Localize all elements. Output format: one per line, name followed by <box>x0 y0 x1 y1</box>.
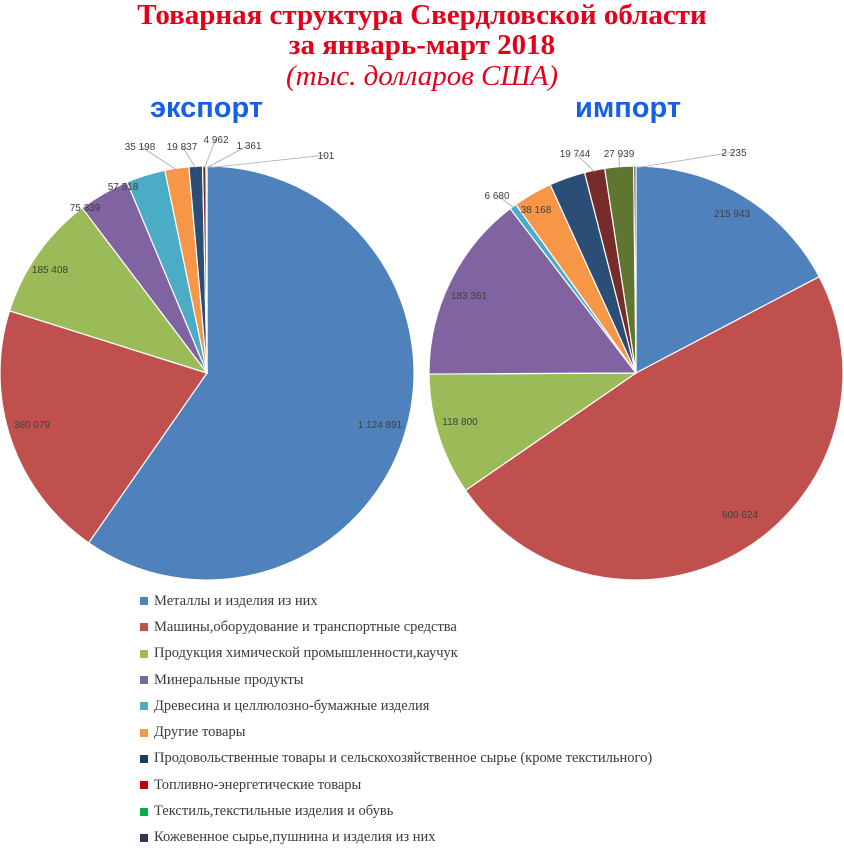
legend-swatch <box>140 755 148 763</box>
legend-item: Машины,оборудование и транспортные средс… <box>140 614 652 640</box>
legend-swatch <box>140 676 148 684</box>
legend-item: Кожевенное сырье,пушнина и изделия из ни… <box>140 825 652 851</box>
legend-label: Текстиль,текстильные изделия и обувь <box>154 803 393 820</box>
legend-item: Продукция химической промышленности,кауч… <box>140 641 652 667</box>
legend-swatch <box>140 597 148 605</box>
legend-item: Другие товары <box>140 719 652 745</box>
legend-label: Продовольственные товары и сельскохозяйс… <box>154 750 652 767</box>
legend-item: Топливно-энергетические товары <box>140 772 652 798</box>
legend-label: Топливно-энергетические товары <box>154 777 361 794</box>
export-data-label-8: 4 962 <box>203 135 228 146</box>
legend-swatch <box>140 623 148 631</box>
legend-swatch <box>140 650 148 658</box>
legend-item: Минеральные продукты <box>140 667 652 693</box>
export-data-label-2: 380 079 <box>14 420 51 431</box>
legend-label: Минеральные продукты <box>154 672 303 689</box>
import-leader-line-10 <box>635 152 734 168</box>
import-data-label-8: 19 744 <box>560 149 591 160</box>
import-data-label-5: 6 680 <box>484 191 509 202</box>
export-data-label-7: 19 837 <box>167 142 198 153</box>
legend-swatch <box>140 808 148 816</box>
legend-label: Металлы и изделия из них <box>154 593 318 610</box>
export-leader-line-10 <box>207 155 326 168</box>
export-data-label-5: 57 518 <box>108 182 139 193</box>
legend-label: Машины,оборудование и транспортные средс… <box>154 619 457 636</box>
legend-item: Древесина и целлюлозно-бумажные изделия <box>140 693 652 719</box>
import-data-label-1: 215 943 <box>714 209 751 220</box>
export-data-label-6: 35 198 <box>125 142 156 153</box>
export-data-label-4: 75 339 <box>70 203 101 214</box>
export-data-label-10: 101 <box>318 151 335 162</box>
export-data-label-3: 185 408 <box>32 265 69 276</box>
import-data-label-3: 118 800 <box>442 417 478 428</box>
legend-swatch <box>140 729 148 737</box>
import-data-label-9: 27 939 <box>604 149 635 160</box>
export-data-label-9: 1 361 <box>236 141 261 152</box>
import-data-label-6: 38 168 <box>521 205 552 216</box>
legend-label: Древесина и целлюлозно-бумажные изделия <box>154 698 429 715</box>
legend-swatch <box>140 702 148 710</box>
chart-legend: Металлы и изделия из них Машины,оборудова… <box>140 588 652 851</box>
legend-swatch <box>140 834 148 842</box>
legend-item: Продовольственные товары и сельскохозяйс… <box>140 746 652 772</box>
import-data-label-2: 600 624 <box>722 510 759 521</box>
import-data-label-4: 183 361 <box>451 291 488 302</box>
legend-item: Текстиль,текстильные изделия и обувь <box>140 798 652 824</box>
import-data-label-10: 2 235 <box>721 148 746 159</box>
legend-swatch <box>140 781 148 789</box>
legend-label: Другие товары <box>154 724 245 741</box>
legend-label: Продукция химической промышленности,кауч… <box>154 645 458 662</box>
legend-item: Металлы и изделия из них <box>140 588 652 614</box>
export-data-label-1: 1 124 891 <box>358 420 403 431</box>
